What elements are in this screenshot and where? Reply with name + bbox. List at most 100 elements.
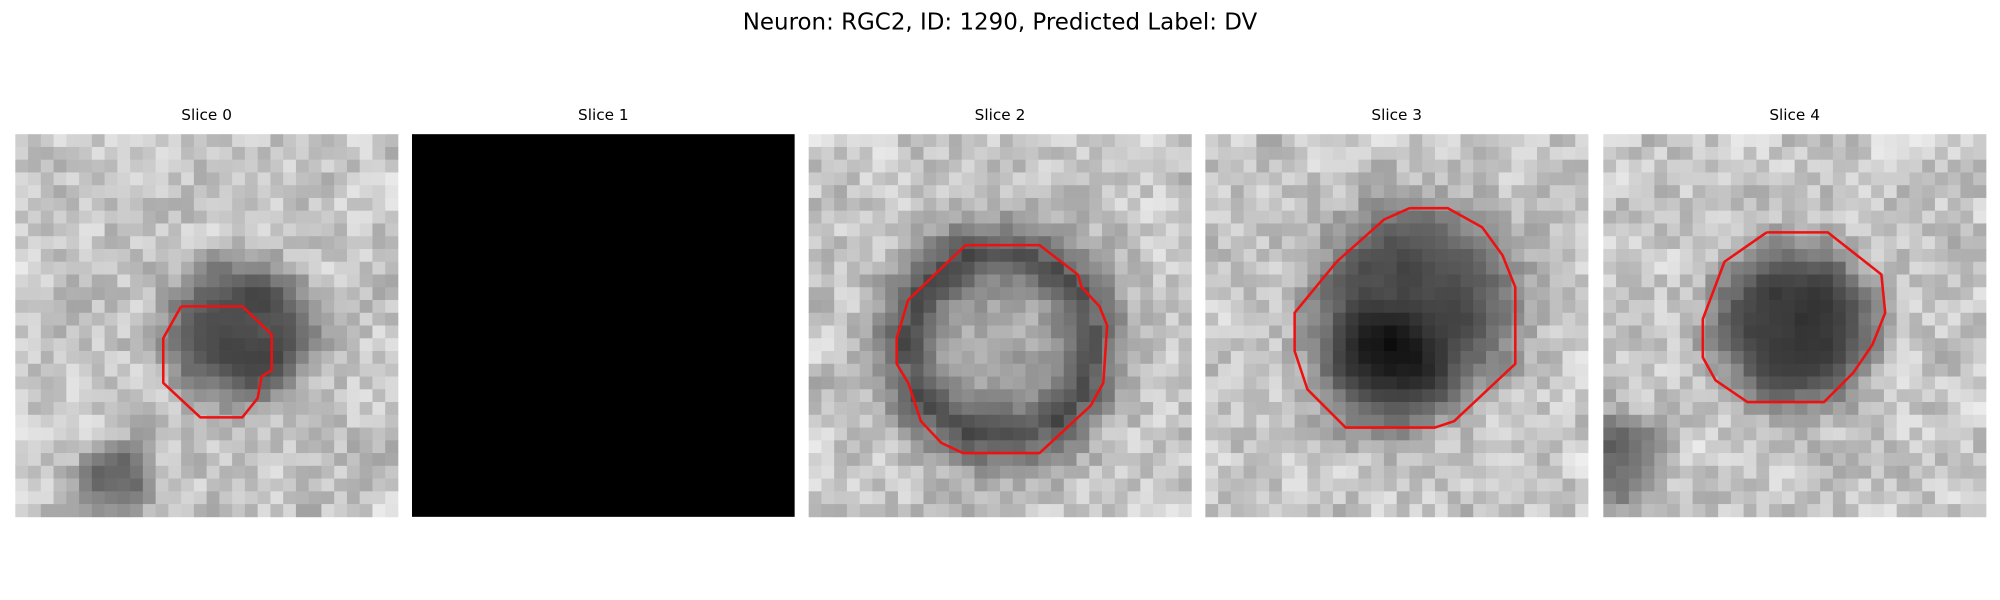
pixel xyxy=(295,351,310,365)
pixel xyxy=(1409,478,1423,492)
pixel xyxy=(28,236,42,250)
pixel xyxy=(1460,389,1474,403)
pixel xyxy=(1485,210,1500,224)
pixel xyxy=(40,146,54,161)
pixel xyxy=(1178,146,1192,161)
pixel xyxy=(936,478,950,492)
pixel xyxy=(1409,248,1423,263)
pixel xyxy=(1743,134,1757,148)
pixel xyxy=(872,159,886,173)
pixel xyxy=(859,300,873,314)
pixel xyxy=(1127,172,1141,186)
pixel xyxy=(40,491,54,505)
pixel xyxy=(1692,134,1706,148)
pixel xyxy=(961,376,975,390)
pixel xyxy=(1667,465,1681,479)
pixel xyxy=(961,172,975,186)
pixel xyxy=(872,414,886,428)
pixel xyxy=(1102,159,1116,173)
pixel xyxy=(1730,427,1745,441)
pixel xyxy=(359,300,373,314)
pixel xyxy=(346,478,361,492)
pixel xyxy=(846,453,861,467)
pixel xyxy=(1051,185,1065,199)
pixel xyxy=(1358,351,1372,365)
pixel xyxy=(1371,274,1385,288)
pixel xyxy=(1153,172,1167,186)
pixel xyxy=(1628,146,1642,161)
pixel xyxy=(948,274,963,288)
pixel xyxy=(846,236,861,250)
pixel xyxy=(1973,197,1987,212)
pixel xyxy=(1743,159,1757,173)
pixel xyxy=(104,414,118,428)
pixel xyxy=(1294,338,1308,352)
pixel xyxy=(1575,338,1589,352)
pixel xyxy=(308,197,322,212)
pixel xyxy=(1383,363,1398,377)
pixel xyxy=(28,427,42,441)
pixel xyxy=(1063,146,1077,161)
pixel xyxy=(1832,478,1847,492)
pixel xyxy=(1756,325,1770,339)
pixel xyxy=(1230,491,1245,505)
pixel xyxy=(104,376,118,390)
pixel xyxy=(1616,376,1630,390)
pixel xyxy=(1205,197,1219,212)
pixel xyxy=(1562,197,1576,212)
pixel xyxy=(28,134,42,148)
pixel xyxy=(1536,300,1551,314)
pixel xyxy=(1165,414,1179,428)
pixel xyxy=(1832,172,1847,186)
pixel xyxy=(1332,159,1347,173)
pixel xyxy=(1434,440,1449,454)
pixel xyxy=(142,427,156,441)
pixel xyxy=(1434,210,1449,224)
pixel xyxy=(846,172,861,186)
pixel xyxy=(321,261,335,275)
panel-title: Slice 0 xyxy=(181,106,232,124)
pixel xyxy=(1358,159,1372,173)
pixel xyxy=(1332,223,1347,237)
pixel xyxy=(66,351,80,365)
pixel xyxy=(974,351,988,365)
pixel xyxy=(1012,325,1026,339)
pixel xyxy=(1485,389,1500,403)
pixel xyxy=(168,351,182,365)
pixel xyxy=(1332,465,1347,479)
pixel xyxy=(1256,300,1270,314)
pixel xyxy=(1575,223,1589,237)
pixel xyxy=(1345,185,1359,199)
pixel xyxy=(1396,453,1410,467)
pixel xyxy=(155,491,169,505)
pixel xyxy=(1549,363,1563,377)
pixel xyxy=(1051,274,1065,288)
pixel xyxy=(1616,312,1630,326)
pixel xyxy=(1114,274,1128,288)
pixel xyxy=(1127,427,1141,441)
pixel xyxy=(1769,287,1783,301)
pixel xyxy=(270,300,284,314)
pixel xyxy=(1012,185,1026,199)
pixel xyxy=(846,402,861,416)
pixel xyxy=(53,248,67,263)
pixel xyxy=(1089,465,1103,479)
pixel xyxy=(232,248,246,263)
pixel xyxy=(1218,325,1232,339)
pixel xyxy=(1358,453,1372,467)
pixel xyxy=(181,197,195,212)
pixel xyxy=(181,312,195,326)
pixel xyxy=(104,478,118,492)
pixel xyxy=(1922,376,1936,390)
pixel xyxy=(1498,376,1512,390)
pixel xyxy=(1178,197,1192,212)
pixel xyxy=(1063,248,1077,263)
pixel xyxy=(1422,159,1436,173)
pixel xyxy=(1269,414,1283,428)
pixel xyxy=(1140,414,1154,428)
pixel xyxy=(1153,402,1167,416)
pixel xyxy=(1549,287,1563,301)
pixel xyxy=(948,236,963,250)
pixel xyxy=(885,414,899,428)
pixel xyxy=(1102,504,1116,518)
